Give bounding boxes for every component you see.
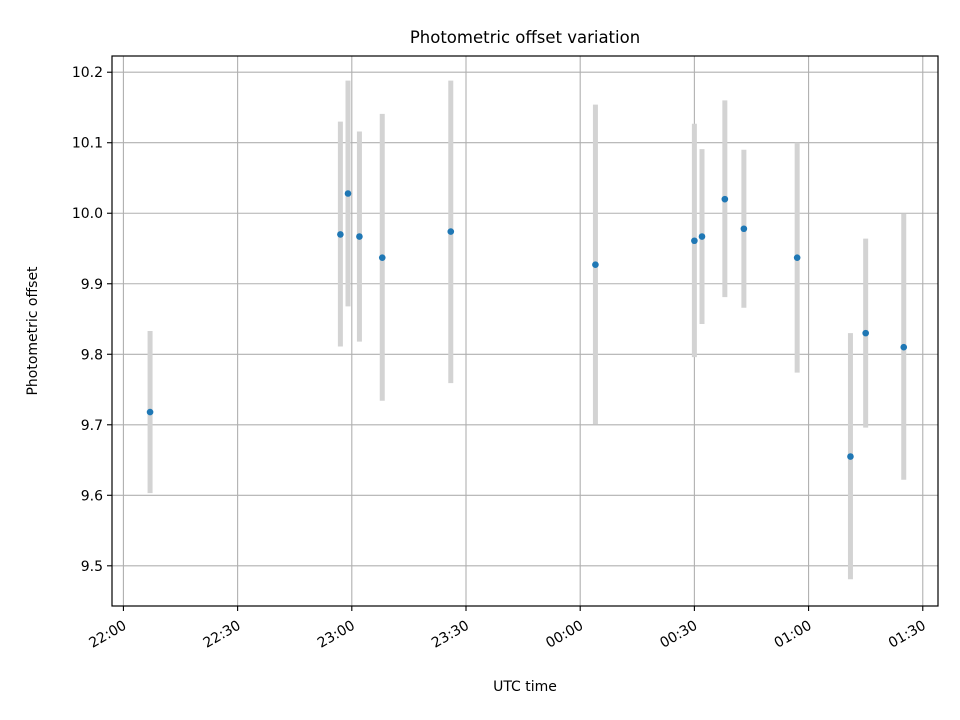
data-point — [900, 343, 908, 351]
y-axis-label: Photometric offset — [25, 266, 41, 396]
data-point — [793, 254, 801, 261]
data-point — [337, 231, 344, 238]
y-tick-label: 9.6 — [81, 488, 103, 504]
data-points — [146, 190, 908, 460]
data-point — [378, 254, 386, 261]
data-point — [691, 237, 698, 245]
y-tick-label: 10.1 — [72, 136, 103, 152]
y-tick-label: 10.2 — [72, 65, 103, 81]
data-point — [847, 453, 854, 460]
data-point — [447, 228, 455, 235]
data-point — [862, 329, 869, 337]
y-axis-ticks: 9.5 9.6 9.7 9.8 9.9 10.0 10.1 10.2 — [72, 65, 112, 575]
data-point — [344, 190, 352, 197]
data-point — [146, 408, 154, 416]
data-point — [740, 225, 748, 233]
y-tick-label: 9.5 — [81, 559, 103, 575]
plot-area-frame — [111, 55, 939, 607]
data-point — [356, 233, 363, 240]
data-point — [698, 233, 706, 240]
y-tick-label: 9.9 — [81, 277, 103, 293]
y-tick-label: 9.7 — [81, 418, 103, 434]
x-axis-label: UTC time — [493, 679, 557, 695]
y-tick-label: 9.8 — [81, 347, 103, 363]
data-point — [721, 195, 729, 203]
chart-title: Photometric offset variation — [410, 28, 640, 47]
data-point — [592, 261, 599, 269]
y-tick-label: 10.0 — [72, 206, 103, 222]
